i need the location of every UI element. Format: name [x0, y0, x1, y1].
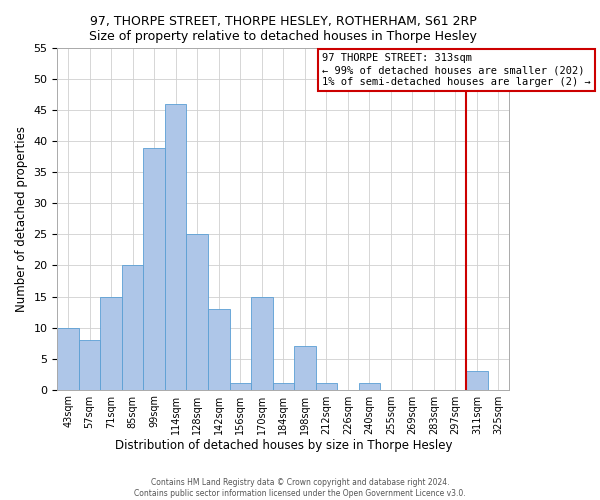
Bar: [272, 384, 294, 390]
Bar: [100, 296, 122, 390]
Bar: [230, 384, 251, 390]
Bar: [294, 346, 316, 390]
Bar: [143, 148, 165, 390]
X-axis label: Distribution of detached houses by size in Thorpe Hesley: Distribution of detached houses by size …: [115, 440, 452, 452]
Bar: [165, 104, 187, 390]
Bar: [359, 384, 380, 390]
Bar: [251, 296, 272, 390]
Bar: [466, 371, 488, 390]
Bar: [208, 309, 230, 390]
Y-axis label: Number of detached properties: Number of detached properties: [15, 126, 28, 312]
Bar: [316, 384, 337, 390]
Text: Contains HM Land Registry data © Crown copyright and database right 2024.
Contai: Contains HM Land Registry data © Crown c…: [134, 478, 466, 498]
Title: 97, THORPE STREET, THORPE HESLEY, ROTHERHAM, S61 2RP
Size of property relative t: 97, THORPE STREET, THORPE HESLEY, ROTHER…: [89, 15, 477, 43]
Bar: [79, 340, 100, 390]
Text: 97 THORPE STREET: 313sqm
← 99% of detached houses are smaller (202)
1% of semi-d: 97 THORPE STREET: 313sqm ← 99% of detach…: [322, 54, 590, 86]
Bar: [187, 234, 208, 390]
Bar: [58, 328, 79, 390]
Bar: [122, 266, 143, 390]
